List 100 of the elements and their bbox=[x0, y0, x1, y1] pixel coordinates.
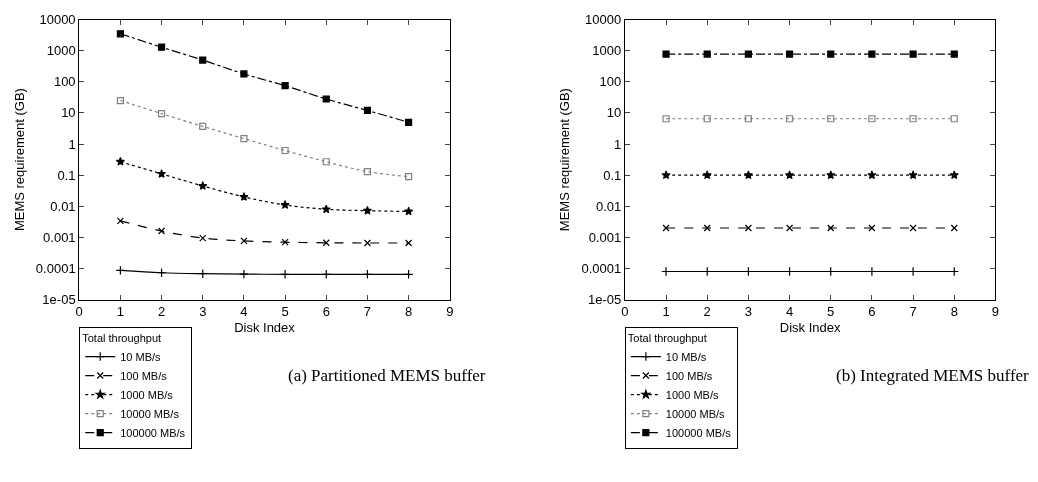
legend-label: 10 MB/s bbox=[120, 350, 162, 363]
point bbox=[363, 239, 372, 247]
y-tick-label: 10 bbox=[61, 105, 76, 121]
point bbox=[662, 115, 670, 123]
point bbox=[198, 181, 208, 190]
point bbox=[744, 50, 752, 58]
x-tick-label: 0 bbox=[621, 304, 629, 320]
y-tick-label: 0.001 bbox=[43, 229, 76, 245]
point bbox=[281, 82, 289, 90]
point bbox=[662, 50, 670, 58]
point bbox=[868, 115, 876, 123]
point bbox=[703, 50, 711, 58]
legend-label: 10 MB/s bbox=[665, 350, 707, 363]
legend-label: 1000 MB/s bbox=[665, 388, 719, 401]
point bbox=[239, 269, 249, 279]
x-tick-label: 1 bbox=[662, 304, 670, 320]
point bbox=[240, 70, 248, 78]
point bbox=[785, 50, 794, 58]
text: (b) Integrated MEMS buffer bbox=[836, 366, 1030, 385]
y-tick-label: 100 bbox=[53, 74, 76, 90]
point bbox=[826, 170, 836, 180]
point bbox=[157, 110, 166, 118]
point bbox=[950, 50, 958, 58]
point bbox=[199, 122, 207, 130]
y-tick-label: 10 bbox=[606, 105, 622, 121]
legend-label: 100 MB/s bbox=[665, 369, 713, 382]
point bbox=[240, 134, 248, 143]
y-tick-label: 0.001 bbox=[588, 229, 622, 245]
point bbox=[703, 224, 711, 232]
legend-label: 10000 MB/s bbox=[665, 407, 726, 420]
legend-title: Total throughput bbox=[82, 332, 162, 345]
y-tick-label: 1000 bbox=[46, 43, 76, 59]
point bbox=[156, 169, 167, 178]
point bbox=[827, 50, 835, 58]
point bbox=[199, 234, 207, 242]
point bbox=[404, 206, 414, 216]
x-tick-label: 0 bbox=[75, 304, 83, 320]
x-tick-label: 1 bbox=[116, 304, 125, 320]
point bbox=[280, 269, 290, 280]
text: (a) Partitioned MEMS buffer bbox=[288, 366, 486, 385]
point bbox=[281, 238, 289, 246]
legend-label: 1000 MB/s bbox=[120, 388, 174, 401]
point bbox=[281, 146, 289, 155]
point bbox=[744, 224, 752, 232]
y-axis-title: MEMS requirement (GB) bbox=[11, 88, 27, 232]
y-tick-label: 0.1 bbox=[603, 167, 622, 183]
point bbox=[743, 170, 753, 180]
point bbox=[405, 172, 413, 181]
point bbox=[363, 106, 372, 115]
point bbox=[280, 200, 290, 209]
point bbox=[405, 118, 413, 126]
y-tick-label: 1e-05 bbox=[588, 292, 622, 308]
point bbox=[950, 115, 958, 123]
x-tick-label: 7 bbox=[909, 304, 917, 320]
legend-title: Total throughput bbox=[627, 332, 707, 345]
point bbox=[157, 227, 166, 235]
y-tick-label: 0.01 bbox=[50, 198, 76, 214]
point bbox=[784, 170, 795, 180]
x-tick-label: 9 bbox=[446, 304, 454, 320]
point bbox=[949, 170, 959, 180]
x-tick-label: 3 bbox=[744, 304, 753, 320]
x-tick-label: 5 bbox=[827, 304, 835, 320]
point bbox=[362, 205, 373, 215]
point bbox=[322, 95, 330, 103]
point bbox=[363, 168, 372, 176]
point bbox=[867, 170, 877, 180]
point bbox=[868, 50, 876, 58]
legend-label: 100 MB/s bbox=[120, 369, 168, 382]
point bbox=[115, 156, 125, 166]
x-tick-label: 9 bbox=[991, 304, 1000, 320]
x-axis-title: Disk Index bbox=[234, 319, 296, 335]
x-tick-label: 2 bbox=[157, 304, 166, 320]
x-tick-label: 6 bbox=[868, 304, 876, 320]
x-tick-label: 8 bbox=[950, 304, 958, 320]
x-tick-label: 4 bbox=[785, 304, 794, 320]
y-tick-label: 10000 bbox=[585, 12, 622, 28]
y-tick-label: 0.0001 bbox=[35, 261, 76, 277]
point bbox=[785, 224, 794, 232]
point bbox=[702, 170, 712, 180]
point bbox=[116, 217, 124, 225]
y-tick-label: 1e-05 bbox=[42, 292, 76, 308]
x-tick-label: 3 bbox=[199, 304, 207, 320]
x-tick-label: 4 bbox=[240, 304, 248, 320]
point bbox=[322, 158, 330, 166]
point bbox=[909, 50, 917, 58]
point bbox=[116, 96, 124, 105]
point bbox=[827, 224, 835, 232]
point bbox=[703, 115, 711, 123]
x-tick-label: 2 bbox=[703, 304, 711, 320]
point bbox=[827, 115, 835, 123]
point bbox=[199, 56, 207, 64]
point bbox=[157, 43, 166, 51]
point bbox=[909, 115, 917, 123]
x-tick-label: 6 bbox=[322, 304, 330, 320]
y-tick-label: 0.01 bbox=[595, 198, 622, 214]
y-tick-label: 100 bbox=[599, 74, 622, 90]
y-tick-label: 1000 bbox=[592, 43, 622, 59]
x-tick-label: 7 bbox=[363, 304, 372, 320]
point bbox=[661, 170, 671, 180]
y-tick-label: 1 bbox=[68, 136, 76, 152]
